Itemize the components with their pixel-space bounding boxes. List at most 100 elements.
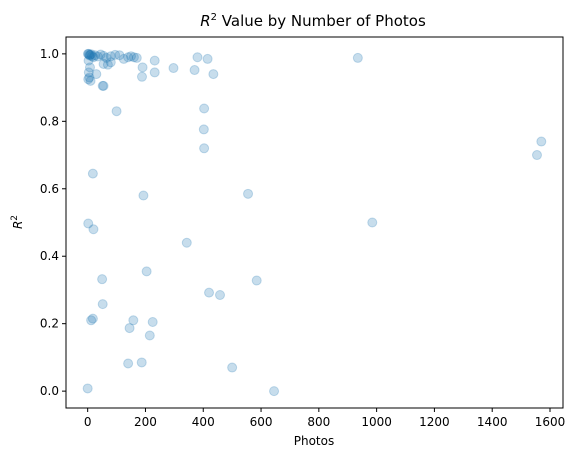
- x-tick-label: 1200: [419, 415, 450, 429]
- data-point-2: [84, 49, 95, 60]
- data-point-57: [97, 274, 108, 285]
- y-tick-label: 0.6: [40, 182, 59, 196]
- data-point-46: [199, 143, 210, 154]
- data-point-13: [105, 51, 116, 62]
- data-point-32: [98, 80, 109, 91]
- y-tick-label: 0.8: [40, 114, 59, 128]
- data-point-26: [85, 75, 96, 86]
- data-point-50: [138, 190, 149, 201]
- data-point-64: [128, 315, 139, 326]
- data-point-29: [102, 59, 113, 70]
- data-point-47: [536, 136, 547, 147]
- data-point-14: [110, 49, 121, 60]
- data-point-45: [198, 124, 209, 135]
- data-point-69: [136, 357, 147, 368]
- data-point-65: [147, 317, 158, 327]
- data-point-71: [82, 383, 93, 394]
- data-point-0: [82, 48, 93, 59]
- x-tick-label: 600: [250, 415, 273, 429]
- data-point-72: [269, 386, 280, 397]
- data-point-39: [189, 65, 200, 76]
- data-point-49: [87, 168, 98, 179]
- y-axis-label-symbol: R: [11, 221, 25, 229]
- data-point-55: [181, 237, 192, 248]
- data-point-3: [84, 50, 95, 61]
- data-point-19: [128, 52, 139, 63]
- data-point-25: [83, 74, 94, 85]
- scatter-points: [82, 48, 547, 397]
- data-point-15: [114, 50, 125, 61]
- data-point-5: [86, 49, 97, 60]
- data-point-48: [531, 150, 542, 161]
- x-axis: 0 200 400 600 800 1000 1200 1400 1600: [84, 408, 565, 429]
- chart-title: R2 Value by Number of Photos: [200, 12, 426, 30]
- data-point-33: [137, 62, 148, 73]
- title-symbol: R: [200, 12, 210, 30]
- data-point-6: [87, 51, 98, 62]
- data-point-7: [88, 52, 99, 63]
- data-point-23: [83, 67, 94, 78]
- y-tick-label: 0.0: [40, 384, 59, 398]
- data-point-28: [98, 58, 109, 69]
- y-tick-label: 0.2: [40, 317, 59, 331]
- data-point-60: [215, 290, 226, 301]
- data-point-67: [144, 330, 155, 341]
- data-point-70: [227, 362, 238, 373]
- title-superscript: 2: [211, 12, 217, 23]
- data-point-66: [124, 323, 135, 334]
- data-point-61: [97, 299, 108, 310]
- data-point-17: [123, 52, 134, 63]
- data-point-40: [202, 53, 213, 64]
- x-tick-label: 1400: [477, 415, 508, 429]
- y-tick-label: 1.0: [40, 47, 59, 61]
- y-axis: 0.0 0.2 0.4 0.6 0.8 1.0: [40, 47, 66, 398]
- data-point-22: [84, 62, 95, 73]
- x-tick-label: 200: [134, 415, 157, 429]
- title-text: Value by Number of Photos: [217, 12, 426, 30]
- data-point-18: [126, 51, 137, 62]
- data-point-53: [83, 218, 94, 229]
- data-point-1: [83, 48, 94, 59]
- data-point-8: [89, 50, 100, 61]
- data-point-41: [208, 69, 219, 80]
- data-point-63: [86, 315, 97, 326]
- data-point-36: [149, 67, 160, 78]
- x-tick-label: 400: [192, 415, 215, 429]
- data-point-42: [352, 52, 363, 63]
- data-point-34: [136, 71, 147, 82]
- data-point-35: [149, 55, 160, 66]
- x-tick-label: 800: [307, 415, 330, 429]
- data-point-11: [98, 50, 109, 61]
- data-point-58: [251, 275, 262, 286]
- data-point-20: [131, 52, 142, 63]
- plot-frame: [65, 36, 564, 409]
- data-point-12: [101, 52, 112, 63]
- data-point-31: [97, 80, 108, 91]
- data-point-43: [111, 106, 122, 117]
- data-point-4: [85, 49, 96, 60]
- x-tick-label: 1000: [361, 415, 392, 429]
- data-point-54: [88, 224, 99, 235]
- data-point-21: [83, 55, 94, 66]
- data-point-44: [199, 103, 210, 114]
- data-point-51: [243, 188, 254, 199]
- y-tick-label: 0.4: [40, 249, 59, 263]
- data-point-59: [204, 287, 215, 298]
- x-tick-label: 0: [84, 415, 92, 429]
- data-point-62: [87, 313, 98, 324]
- data-point-27: [91, 69, 102, 80]
- data-point-30: [105, 57, 116, 68]
- data-point-10: [95, 49, 106, 60]
- data-point-37: [168, 63, 179, 74]
- y-axis-label: R2: [10, 215, 25, 229]
- x-tick-label: 1600: [535, 415, 566, 429]
- x-axis-label: Photos: [294, 434, 334, 448]
- data-point-24: [84, 72, 95, 83]
- data-point-52: [367, 217, 378, 228]
- data-point-38: [192, 52, 203, 63]
- data-point-68: [123, 358, 134, 369]
- data-point-56: [141, 266, 152, 277]
- data-point-16: [118, 53, 129, 64]
- y-axis-label-superscript: 2: [10, 215, 20, 221]
